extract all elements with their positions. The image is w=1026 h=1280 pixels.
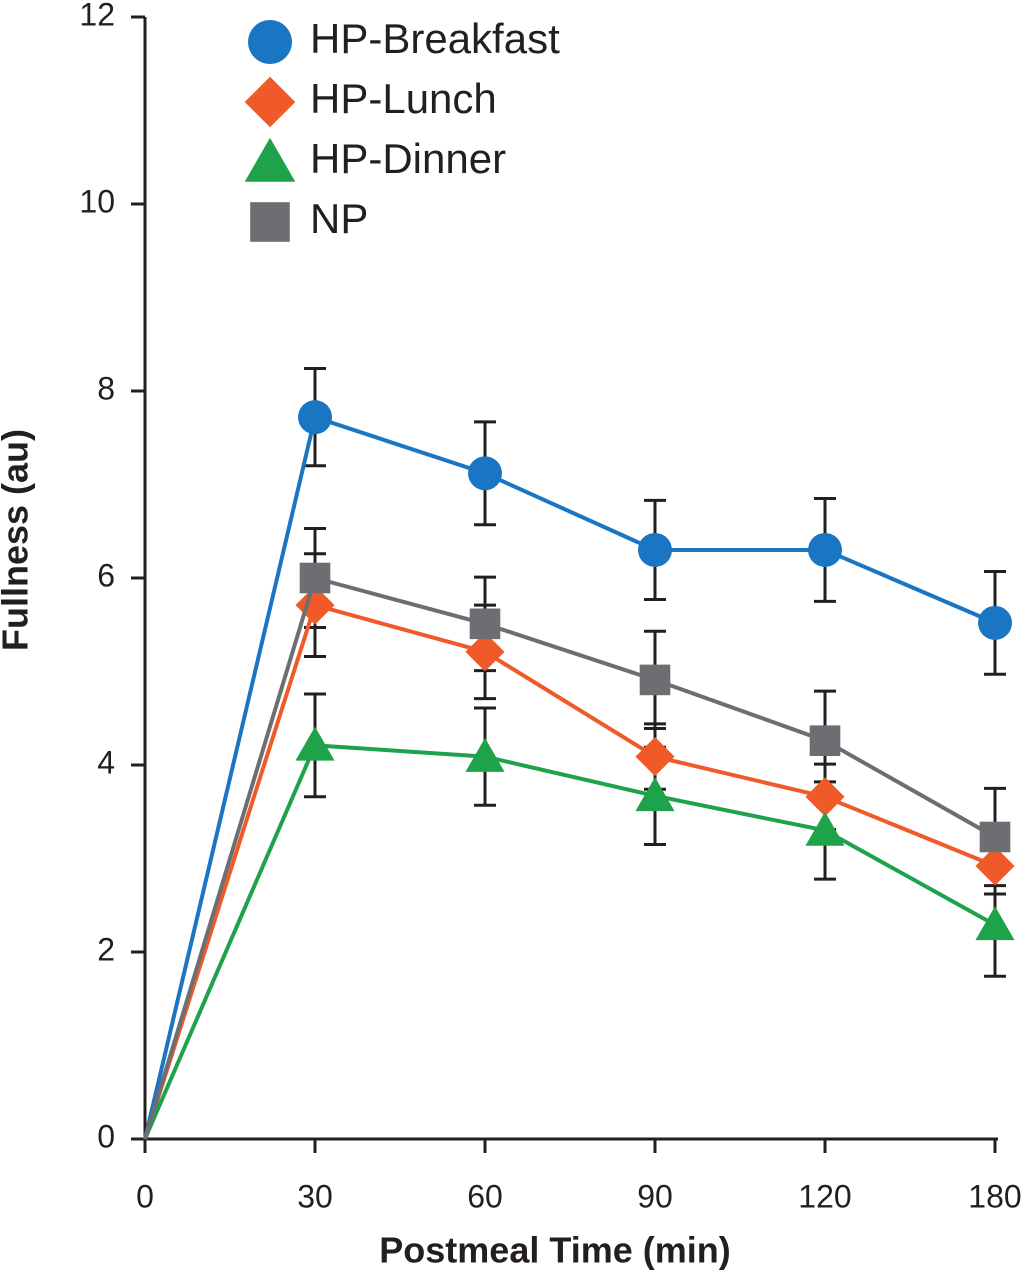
series-line [143, 414, 996, 1140]
legend-marker [244, 76, 296, 128]
y-tick-label: 8 [97, 370, 115, 406]
x-axis-title: Postmeal Time (min) [379, 1230, 730, 1271]
y-tick-label: 6 [97, 557, 115, 593]
y-tick-label: 10 [79, 183, 115, 219]
legend-marker [248, 20, 292, 64]
series-line [143, 602, 996, 1140]
y-axis-title: Fullness (au) [0, 429, 36, 651]
data-point [635, 737, 675, 777]
data-point [635, 777, 675, 812]
x-tick-label: 0 [136, 1178, 154, 1214]
x-tick-label: 60 [467, 1178, 503, 1214]
legend-label: NP [310, 195, 368, 242]
data-point [465, 632, 505, 672]
data-point [638, 532, 672, 567]
data-point [975, 846, 1015, 886]
x-tick-label: 120 [798, 1178, 851, 1214]
y-tick-label: 12 [79, 0, 115, 32]
series-line [143, 575, 996, 1140]
data-point [978, 605, 1012, 640]
x-tick-label: 180 [968, 1178, 1021, 1214]
legend-label: HP-Dinner [310, 135, 506, 182]
data-point [299, 562, 331, 594]
legend-label: HP-Lunch [310, 75, 497, 122]
y-tick-label: 0 [97, 1118, 115, 1154]
data-point [975, 906, 1015, 941]
legend-marker [244, 137, 296, 182]
data-point [805, 777, 845, 817]
data-point [298, 400, 332, 435]
data-point [979, 821, 1011, 853]
series-line [143, 743, 996, 1140]
data-point [805, 811, 845, 846]
legend-marker [250, 202, 290, 242]
data-point [469, 608, 501, 640]
data-point [295, 726, 335, 761]
data-point [639, 664, 671, 696]
y-tick-label: 2 [97, 931, 115, 967]
data-point [809, 725, 841, 756]
x-tick-label: 30 [297, 1178, 333, 1214]
data-point [295, 585, 335, 625]
data-point [468, 456, 502, 491]
x-tick-label: 90 [637, 1178, 673, 1214]
data-point [808, 532, 842, 567]
data-point [465, 737, 505, 772]
legend-label: HP-Breakfast [310, 15, 560, 62]
y-tick-label: 4 [97, 744, 115, 780]
